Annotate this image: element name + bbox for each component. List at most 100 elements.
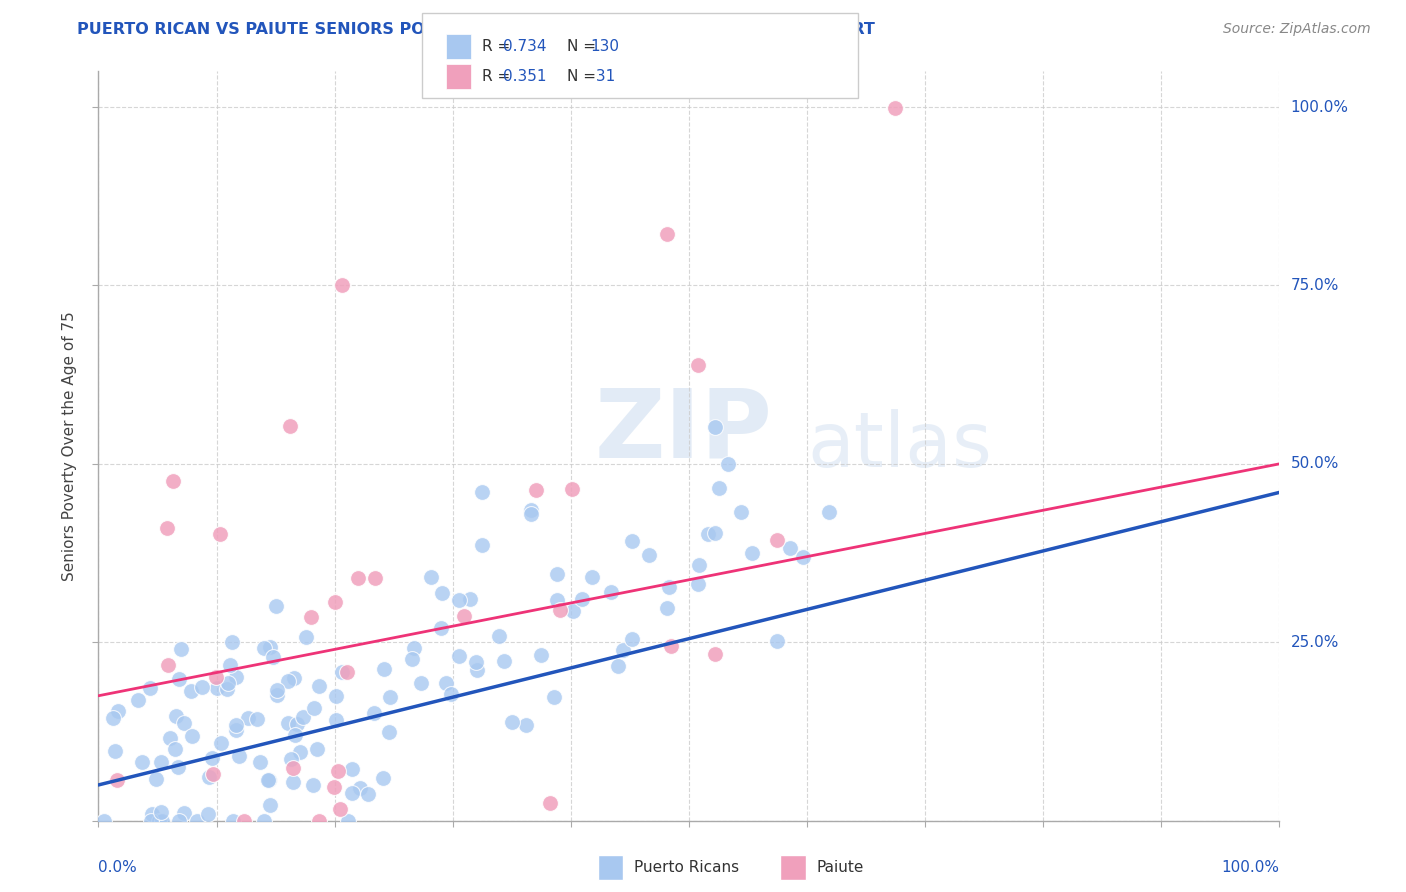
Point: [741, 546, 763, 560]
Text: N =: N =: [567, 69, 600, 84]
Point: [186, 814, 208, 828]
Point: [336, 665, 359, 680]
Point: [703, 420, 725, 434]
Point: [329, 802, 352, 816]
Point: [704, 525, 727, 540]
Point: [285, 717, 308, 731]
Point: [688, 358, 710, 372]
Point: [659, 639, 682, 653]
Point: [543, 690, 565, 705]
Point: [471, 538, 494, 552]
Point: [145, 772, 167, 786]
Point: [501, 715, 523, 730]
Point: [330, 277, 353, 292]
Point: [538, 796, 561, 810]
Point: [488, 629, 510, 643]
Point: [131, 755, 153, 769]
Point: [325, 689, 347, 703]
Point: [308, 679, 330, 693]
Text: 0.734: 0.734: [503, 39, 547, 54]
Point: [299, 610, 322, 624]
Point: [519, 503, 541, 517]
Point: [107, 704, 129, 718]
Point: [765, 533, 787, 547]
Point: [581, 570, 603, 584]
Text: R =: R =: [482, 69, 516, 84]
Point: [411, 675, 433, 690]
Point: [600, 585, 623, 599]
Point: [302, 778, 325, 792]
Point: [657, 227, 679, 241]
Point: [93, 814, 115, 828]
Point: [571, 592, 593, 607]
Point: [292, 710, 315, 724]
Point: [308, 814, 330, 828]
Point: [221, 635, 243, 649]
Point: [246, 712, 269, 726]
Text: 50.0%: 50.0%: [1291, 457, 1339, 471]
Point: [371, 771, 394, 785]
Point: [280, 419, 302, 434]
Point: [818, 505, 841, 519]
Point: [524, 483, 547, 498]
Point: [283, 774, 305, 789]
Y-axis label: Seniors Poverty Over the Age of 75: Seniors Poverty Over the Age of 75: [62, 311, 77, 581]
Text: 0.0%: 0.0%: [98, 860, 138, 874]
Point: [165, 709, 187, 723]
Text: PUERTO RICAN VS PAIUTE SENIORS POVERTY OVER THE AGE OF 75 CORRELATION CHART: PUERTO RICAN VS PAIUTE SENIORS POVERTY O…: [77, 22, 875, 37]
Point: [283, 671, 305, 685]
Point: [340, 762, 363, 776]
Text: 0.351: 0.351: [503, 69, 547, 84]
Point: [346, 571, 368, 585]
Text: N =: N =: [567, 39, 600, 54]
Point: [252, 640, 274, 655]
Point: [236, 711, 259, 725]
Point: [277, 716, 299, 731]
Point: [449, 592, 471, 607]
Point: [377, 725, 399, 739]
Point: [225, 718, 247, 732]
Point: [378, 690, 401, 704]
Point: [328, 764, 350, 778]
Point: [546, 567, 568, 582]
Point: [430, 621, 453, 635]
Point: [259, 640, 281, 654]
Point: [157, 657, 180, 672]
Point: [277, 673, 299, 688]
Point: [253, 814, 276, 828]
Point: [686, 577, 709, 591]
Point: [439, 687, 461, 701]
Text: 100.0%: 100.0%: [1222, 860, 1279, 874]
Point: [465, 663, 488, 677]
Point: [139, 681, 162, 696]
Point: [612, 642, 634, 657]
Point: [107, 773, 129, 788]
Point: [202, 767, 225, 781]
Point: [519, 507, 541, 521]
Point: [884, 101, 907, 115]
Point: [181, 729, 204, 743]
Point: [419, 570, 441, 584]
Point: [209, 526, 232, 541]
Point: [620, 632, 643, 646]
Point: [707, 481, 730, 495]
Point: [792, 550, 814, 565]
Point: [688, 558, 710, 572]
Point: [363, 706, 385, 720]
Point: [148, 814, 170, 828]
Point: [373, 662, 395, 676]
Point: [305, 741, 328, 756]
Point: [515, 718, 537, 732]
Point: [325, 713, 347, 727]
Point: [215, 682, 238, 697]
Point: [655, 601, 678, 615]
Point: [180, 684, 202, 698]
Point: [205, 670, 228, 684]
Point: [434, 675, 457, 690]
Point: [205, 681, 228, 695]
Point: [322, 780, 344, 794]
Point: [471, 484, 494, 499]
Point: [198, 770, 221, 784]
Point: [357, 787, 380, 801]
Point: [779, 541, 801, 555]
